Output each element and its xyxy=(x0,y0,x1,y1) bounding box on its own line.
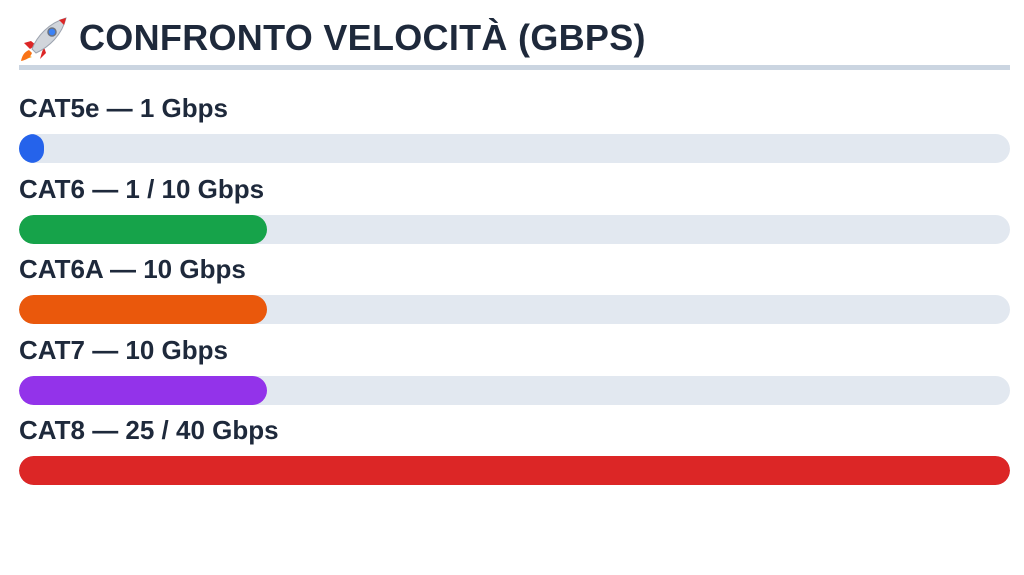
bar-row: CAT8 — 25 / 40 Gbps xyxy=(19,415,1010,496)
bar-label: CAT6 — 1 / 10 Gbps xyxy=(19,173,265,204)
bar-row: CAT6 — 1 / 10 Gbps xyxy=(19,174,1010,255)
bar-label: CAT5e — 1 Gbps xyxy=(19,93,229,123)
speed-comparison-panel: CONFRONTO VELOCITÀ (GBPS) CAT5e — 1 Gbps… xyxy=(19,0,1010,496)
bar-track xyxy=(19,456,1010,485)
bar-row: CAT7 — 10 Gbps xyxy=(19,335,1010,416)
bar-label: CAT8 — 25 / 40 Gbps xyxy=(19,415,279,445)
bar-row: CAT6A — 10 Gbps xyxy=(19,254,1010,335)
bar-fill xyxy=(19,134,44,163)
bar-track xyxy=(19,134,1010,163)
bar-fill xyxy=(19,375,267,405)
bar-fill xyxy=(19,214,267,244)
bar-track xyxy=(19,375,1010,405)
bar-label: CAT7 — 10 Gbps xyxy=(19,334,229,365)
chart-title: CONFRONTO VELOCITÀ (GBPS) xyxy=(79,16,646,58)
bar-track xyxy=(19,214,1010,244)
bar-fill xyxy=(19,295,267,324)
bar-track xyxy=(19,295,1010,324)
title-row: CONFRONTO VELOCITÀ (GBPS) xyxy=(19,14,1010,70)
bar-list: CAT5e — 1 Gbps CAT6 — 1 / 10 Gbps CAT6A — … xyxy=(19,93,1010,496)
rocket-icon xyxy=(21,16,67,61)
bar-row: CAT5e — 1 Gbps xyxy=(19,93,1010,174)
bar-label: CAT6A — 10 Gbps xyxy=(19,254,246,284)
bar-fill xyxy=(19,456,1010,485)
